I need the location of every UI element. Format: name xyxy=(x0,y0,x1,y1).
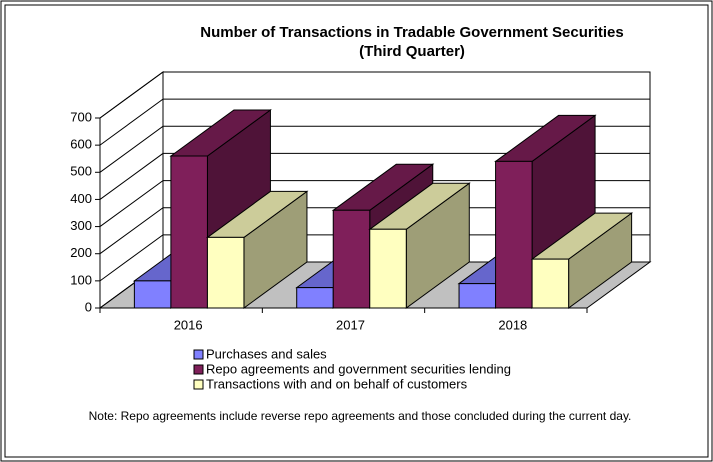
chart-title: Number of Transactions in Tradable Gover… xyxy=(200,24,623,41)
bar-front xyxy=(296,287,334,309)
bar-front xyxy=(332,209,371,309)
frame-inner xyxy=(4,4,709,458)
legend-label: Purchases and sales xyxy=(206,346,327,361)
bar xyxy=(530,212,634,309)
bar xyxy=(368,182,471,309)
chart-subtitle: (Third Quarter) xyxy=(359,43,465,60)
y-tick-label: 0 xyxy=(85,299,92,314)
grid-line xyxy=(99,180,650,227)
bar-front xyxy=(133,280,172,309)
legend-label: Transactions with and on behalf of custo… xyxy=(206,376,468,391)
y-tick-label: 300 xyxy=(70,218,92,233)
bar-front xyxy=(369,228,407,309)
y-tick-label: 700 xyxy=(70,109,92,124)
y-tick-label: 600 xyxy=(70,137,92,152)
x-tick-label: 2016 xyxy=(174,317,203,332)
legend-swatch xyxy=(193,349,204,360)
x-tick-label: 2018 xyxy=(498,317,527,332)
bar-front xyxy=(206,236,245,309)
x-tick-label: 2017 xyxy=(336,317,365,332)
legend-label: Repo agreements and government securitie… xyxy=(206,361,511,376)
y-tick-label: 400 xyxy=(70,191,92,206)
grid-line xyxy=(99,152,650,200)
bar-front xyxy=(170,155,208,309)
y-tick-label: 500 xyxy=(70,164,92,179)
y-tick-label: 100 xyxy=(70,272,92,287)
grid-line xyxy=(99,234,650,282)
legend-swatch xyxy=(193,364,204,375)
grid-line xyxy=(99,207,650,255)
bar-front xyxy=(531,258,570,309)
grid-line xyxy=(99,125,650,173)
bar-front xyxy=(495,160,533,309)
legend-swatch xyxy=(193,379,204,390)
grid-line xyxy=(99,98,650,146)
note: Note: Repo agreements include reverse re… xyxy=(89,409,632,423)
bar xyxy=(205,190,309,309)
y-tick-label: 200 xyxy=(70,245,92,260)
bar-front xyxy=(458,283,497,309)
grid-line xyxy=(99,71,650,119)
